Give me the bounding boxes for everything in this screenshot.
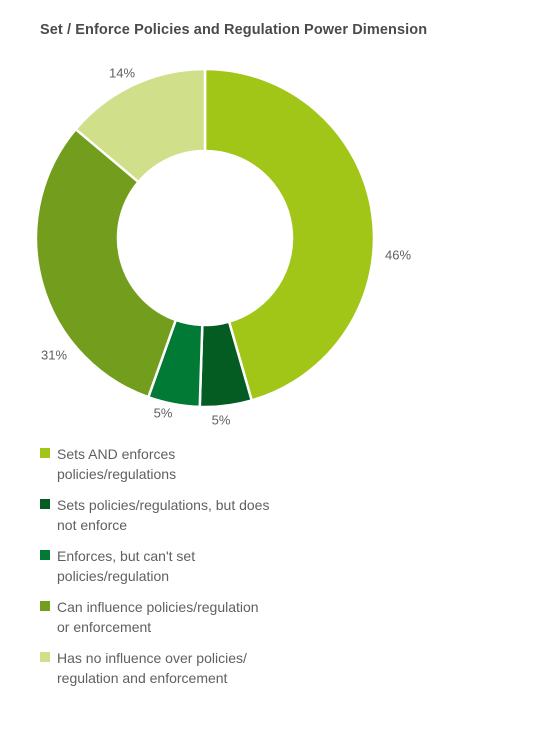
legend-label: Has no influence over policies/regulatio…	[57, 650, 247, 686]
legend: Sets AND enforces policies/regulations Se…	[40, 444, 340, 699]
legend-item: Can influence policies/regulation or enfo…	[40, 597, 340, 637]
legend-swatch	[40, 601, 50, 611]
legend-swatch	[40, 652, 50, 662]
legend-swatch	[40, 550, 50, 560]
legend-item: Sets policies/regulations, but does not e…	[40, 495, 340, 535]
slice-percent-label: 5%	[212, 412, 231, 427]
legend-item: Has no influence over policies/regulatio…	[40, 648, 340, 688]
legend-item: Enforces, but can't set policies/regulati…	[40, 546, 340, 586]
legend-swatch	[40, 448, 50, 458]
legend-label: Sets AND enforces policies/regulations	[57, 446, 177, 482]
legend-label: Can influence policies/regulation or enfo…	[57, 599, 259, 635]
slice-percent-label: 46%	[385, 247, 411, 262]
donut-slice	[34, 127, 178, 399]
legend-label: Enforces, but can't set policies/regulati…	[57, 548, 196, 584]
donut-svg: 46% 5% 5% 31% 14%	[34, 65, 411, 427]
slice-percent-label: 5%	[154, 405, 173, 420]
donut-slice	[203, 67, 376, 402]
slice-percent-label: 14%	[109, 65, 135, 80]
legend-swatch	[40, 499, 50, 509]
donut-slice	[74, 67, 207, 184]
legend-item: Sets AND enforces policies/regulations	[40, 444, 340, 484]
chart-title: Set / Enforce Policies and Regulation Po…	[40, 22, 428, 38]
slice-percent-label: 31%	[41, 347, 67, 362]
donut-chart: 46% 5% 5% 31% 14%	[34, 65, 411, 427]
legend-label: Sets policies/regulations, but does not e…	[57, 497, 270, 533]
